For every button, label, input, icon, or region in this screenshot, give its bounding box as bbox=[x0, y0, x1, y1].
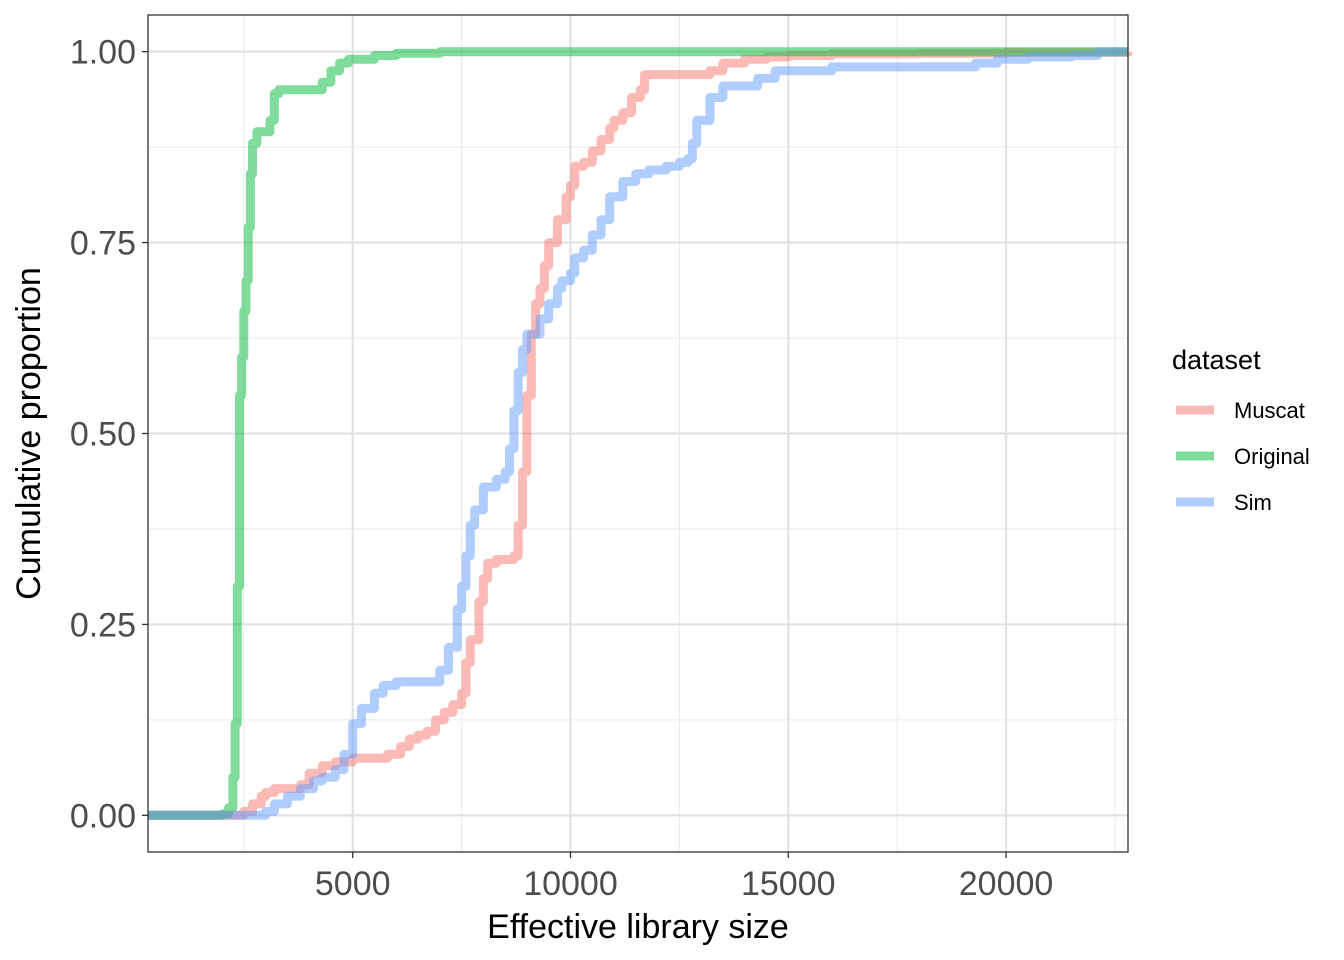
y-tick-label: 0.25 bbox=[70, 606, 136, 644]
series-line-original bbox=[148, 47, 1128, 820]
series-layer bbox=[148, 47, 1133, 820]
x-tick-label: 15000 bbox=[741, 865, 836, 903]
legend-label-muscat: Muscat bbox=[1234, 398, 1305, 423]
y-tick-label: 0.50 bbox=[70, 416, 136, 454]
x-axis: 5000 10000 15000 20000 bbox=[315, 852, 1053, 903]
legend-title: dataset bbox=[1172, 345, 1261, 375]
grid-major bbox=[148, 15, 1128, 852]
legend-label-sim: Sim bbox=[1234, 490, 1272, 515]
series-line-sim bbox=[148, 47, 1128, 820]
y-tick-label: 1.00 bbox=[70, 34, 136, 72]
legend-entries: Muscat Original Sim bbox=[1176, 398, 1310, 515]
y-axis: 0.00 0.25 0.50 0.75 1.00 bbox=[70, 34, 148, 835]
legend-label-original: Original bbox=[1234, 444, 1310, 469]
x-axis-title: Effective library size bbox=[487, 908, 789, 946]
x-tick-label: 5000 bbox=[315, 865, 391, 903]
y-axis-title: Cumulative proportion bbox=[10, 267, 48, 600]
x-tick-label: 10000 bbox=[523, 865, 618, 903]
x-tick-label: 20000 bbox=[959, 865, 1054, 903]
legend: dataset Muscat Original Sim bbox=[1172, 345, 1310, 515]
y-tick-label: 0.75 bbox=[70, 225, 136, 263]
y-tick-label: 0.00 bbox=[70, 797, 136, 835]
